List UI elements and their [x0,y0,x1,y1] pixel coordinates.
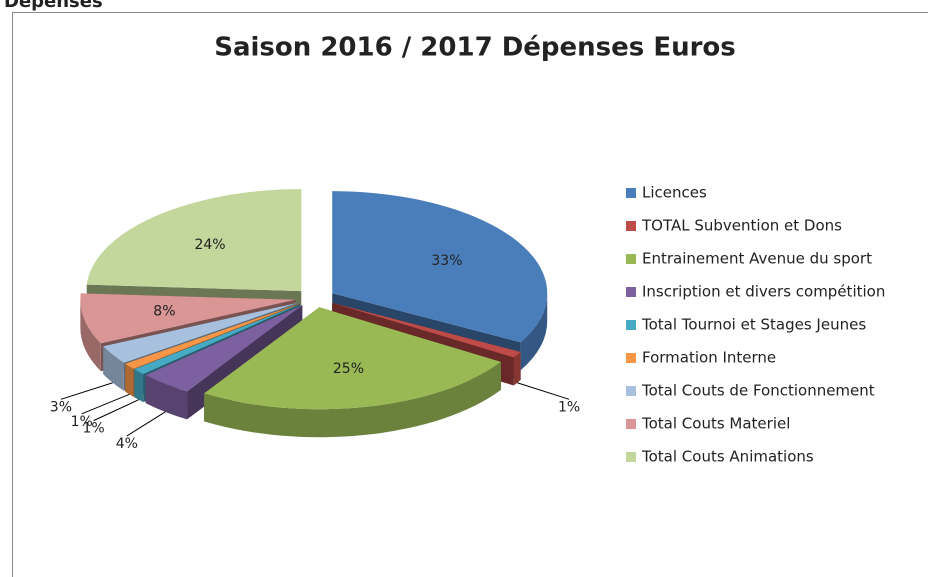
legend-label: Total Couts Materiel [641,415,790,433]
legend-swatch [626,188,636,198]
leader-line [517,382,570,400]
data-label: 1% [71,414,93,430]
data-label: 4% [116,436,138,452]
legend-label: Licences [642,184,707,202]
data-label: 1% [558,399,580,415]
leader-line [81,393,130,415]
pie-slice [125,303,300,369]
pie-tops [80,189,548,410]
pie-slice [204,307,501,410]
data-label: 33% [431,253,462,269]
legend-label: Inscription et divers compétition [642,283,885,301]
pie-slice [332,302,521,358]
chart-title: Saison 2016 / 2017 Dépenses Euros [214,33,736,63]
pie-slice [103,302,298,363]
data-label: 3% [50,399,72,415]
pie-slice [332,191,548,343]
legend-label: Formation Interne [642,349,776,367]
slice-outer-wall [80,299,101,372]
leader-line [126,411,166,437]
data-label: 1% [82,421,104,437]
legend-swatch [626,452,636,462]
legend-label: TOTAL Subvention et Dons [641,217,842,235]
slice-outer-wall [103,346,124,391]
slice-outer-wall [520,293,548,371]
slice-outer-wall [125,363,134,397]
legend-swatch [626,353,636,363]
legend-swatch [626,221,636,231]
slice-outer-wall [513,351,521,386]
leader-line [60,382,113,400]
legend-swatch [626,287,636,297]
legend-label: Entrainement Avenue du sport [642,250,872,268]
slice-outer-wall [134,369,144,403]
slice-outer-wall [145,375,188,420]
data-label: 25% [333,361,364,377]
pie-slice [80,293,296,344]
legend-swatch [626,320,636,330]
data-label: 24% [194,237,225,253]
legend-label: Total Tournoi et Stages Jeunes [641,316,866,334]
slice-outer-wall [204,361,501,438]
pie-slice [86,189,302,292]
legend-swatch [626,419,636,429]
header: Dépenses [4,0,103,12]
legend-swatch [626,386,636,396]
legend-label: Total Couts de Fonctionnement [641,382,875,400]
data-label: 8% [153,304,175,320]
leader-line [93,399,139,422]
legend-swatch [626,254,636,264]
legend-label: Total Couts Animations [641,448,814,466]
pie-slice [145,305,303,392]
pie-slice [134,304,300,375]
